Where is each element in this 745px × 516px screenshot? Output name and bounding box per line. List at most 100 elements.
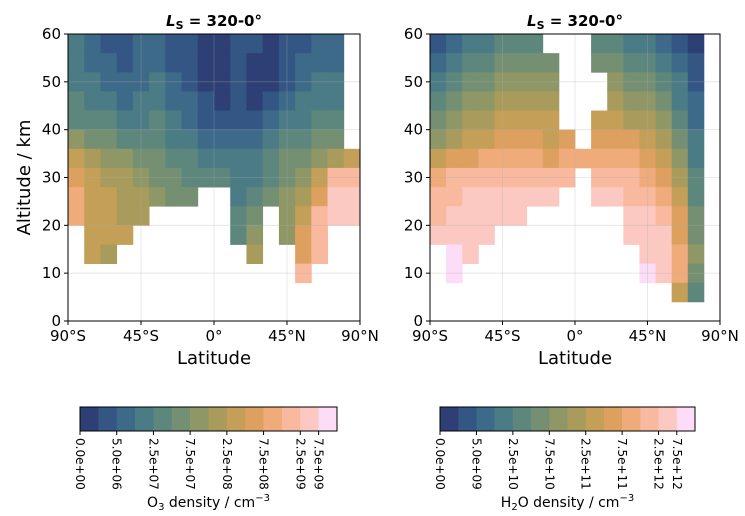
heat-cell <box>68 91 85 111</box>
heat-cell <box>181 167 199 188</box>
heat-cell <box>655 53 673 73</box>
chart-title: LS = 320-0° <box>166 12 262 32</box>
heat-cell <box>462 167 479 188</box>
heat-cell <box>68 34 85 54</box>
heat-cell <box>494 167 511 188</box>
heat-cell <box>149 110 166 131</box>
heat-cell <box>149 187 166 207</box>
heat-cell <box>639 263 656 284</box>
heat-cell <box>478 187 495 207</box>
heat-cell <box>591 53 608 73</box>
heat-cell <box>132 91 150 111</box>
heat-cell <box>446 91 463 111</box>
heat-cell <box>526 34 544 54</box>
heat-cell <box>230 129 247 150</box>
heat-cell <box>181 187 199 207</box>
heat-cell <box>462 206 479 226</box>
heat-cell <box>165 34 182 54</box>
heat-cell <box>542 91 560 111</box>
heat-cell <box>295 206 312 226</box>
colorbar-segment <box>585 407 605 431</box>
heat-cell <box>510 187 528 207</box>
heat-cell <box>542 167 560 188</box>
heat-cell <box>687 282 705 303</box>
heat-cell <box>542 187 560 207</box>
label-text: density / cm <box>164 495 255 511</box>
title-text: = 320-0° <box>545 12 624 30</box>
heat-cell <box>639 110 656 131</box>
colorbar-segment <box>245 407 264 431</box>
heat-cell <box>343 206 361 226</box>
colorbar-segment <box>658 407 678 431</box>
heat-cell <box>478 148 495 169</box>
heat-cell <box>100 91 118 111</box>
y-tick-label: 60 <box>404 25 423 43</box>
colorbar-tick-label: 2.5e+07 <box>146 438 160 490</box>
y-tick-label: 60 <box>42 25 61 43</box>
heat-cell <box>542 110 560 131</box>
heat-cell <box>100 244 118 264</box>
heat-cell <box>262 91 280 111</box>
heat-cell <box>462 110 479 131</box>
y-tick-label: 0 <box>51 312 61 330</box>
heat-cell <box>230 206 247 226</box>
heat-cell <box>510 206 528 226</box>
label-text: O density / cm <box>518 495 620 511</box>
colorbar-tick-label: 2.5e+11 <box>579 438 593 490</box>
heat-cell <box>478 225 495 245</box>
heat-cell <box>214 53 231 73</box>
heat-cell <box>623 72 640 92</box>
heat-cell <box>430 91 447 111</box>
y-tick-label: 0 <box>413 312 423 330</box>
heat-cell <box>181 53 199 73</box>
heat-cell <box>327 91 345 111</box>
heat-cell <box>494 206 511 226</box>
heat-cell <box>655 187 673 207</box>
heat-cell <box>278 53 296 73</box>
heat-cell <box>84 244 101 264</box>
panel: 90°S 45°S 0° 45°N 90°N 0 10 20 30 40 50 60 LS = 320-… <box>14 12 379 513</box>
heat-cell <box>262 187 280 207</box>
heat-cell <box>311 53 328 73</box>
heat-cell <box>295 91 312 111</box>
heat-cell <box>214 72 231 92</box>
heat-cell <box>430 225 447 245</box>
heat-cell <box>278 110 296 131</box>
heat-cell <box>623 129 640 150</box>
heat-cell <box>149 53 166 73</box>
heat-cell <box>591 148 608 169</box>
heat-cell <box>278 34 296 54</box>
x-tick-label: 90°N <box>341 327 379 345</box>
heat-cell <box>478 91 495 111</box>
heat-cell <box>149 129 166 150</box>
heat-cell <box>132 72 150 92</box>
heat-cell <box>100 72 118 92</box>
y-tick-label: 40 <box>404 121 423 139</box>
heat-cell <box>295 72 312 92</box>
heat-cell <box>462 244 479 264</box>
heat-cell <box>478 34 495 54</box>
heat-cell <box>84 110 101 131</box>
heat-cell <box>246 206 264 226</box>
colorbar-tick-label: 2.5e+08 <box>220 438 234 490</box>
heat-cell <box>68 53 85 73</box>
heat-cell <box>526 167 544 188</box>
heat-cell <box>246 225 264 245</box>
colorbar-segment <box>318 407 338 431</box>
title-subscript: S <box>176 19 184 32</box>
heat-cell <box>607 167 624 188</box>
heat-cell <box>671 110 689 131</box>
heat-cell <box>68 148 85 169</box>
heat-cell <box>671 72 689 92</box>
heat-cell <box>311 91 328 111</box>
heat-cell <box>262 129 280 150</box>
heat-cell <box>542 148 560 169</box>
heat-cell <box>430 110 447 131</box>
heat-cell <box>311 206 328 226</box>
heat-cell <box>149 91 166 111</box>
heat-cell <box>623 148 640 169</box>
colorbar-segment <box>281 407 301 431</box>
heat-cell <box>116 148 134 169</box>
heat-cell <box>494 91 511 111</box>
heat-cell <box>295 187 312 207</box>
